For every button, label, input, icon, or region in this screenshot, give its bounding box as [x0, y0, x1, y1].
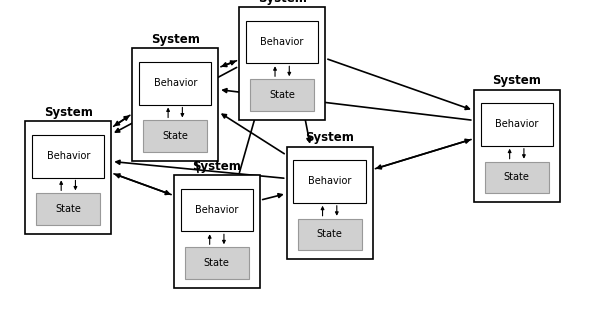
Text: System: System — [305, 131, 354, 144]
Text: System: System — [44, 106, 93, 119]
Text: State: State — [55, 204, 81, 214]
Bar — [132, 48, 218, 161]
Text: Behavior: Behavior — [46, 151, 90, 161]
Text: State: State — [204, 258, 230, 268]
Bar — [246, 21, 318, 63]
Text: State: State — [269, 90, 295, 100]
Bar — [173, 175, 260, 288]
Text: System: System — [258, 0, 307, 4]
Bar — [181, 189, 253, 231]
Bar — [185, 247, 249, 279]
Text: Behavior: Behavior — [260, 37, 304, 47]
Bar — [286, 146, 373, 259]
Text: State: State — [162, 131, 188, 141]
Text: State: State — [317, 230, 343, 239]
Bar — [481, 103, 553, 146]
Text: State: State — [504, 172, 530, 182]
Text: Behavior: Behavior — [195, 205, 239, 215]
Bar — [298, 219, 362, 250]
Text: Behavior: Behavior — [153, 78, 197, 88]
Text: System: System — [151, 33, 200, 46]
Bar — [473, 90, 560, 202]
Text: Behavior: Behavior — [495, 120, 539, 129]
Bar — [25, 121, 112, 234]
Bar — [32, 135, 105, 178]
Bar — [485, 162, 549, 193]
Bar — [293, 160, 366, 203]
Text: System: System — [492, 74, 541, 87]
Bar — [139, 62, 211, 105]
Text: Behavior: Behavior — [308, 177, 352, 186]
Bar — [250, 79, 314, 111]
Text: System: System — [192, 159, 241, 172]
Bar — [239, 7, 326, 120]
Bar — [143, 120, 207, 152]
Bar — [36, 193, 100, 225]
